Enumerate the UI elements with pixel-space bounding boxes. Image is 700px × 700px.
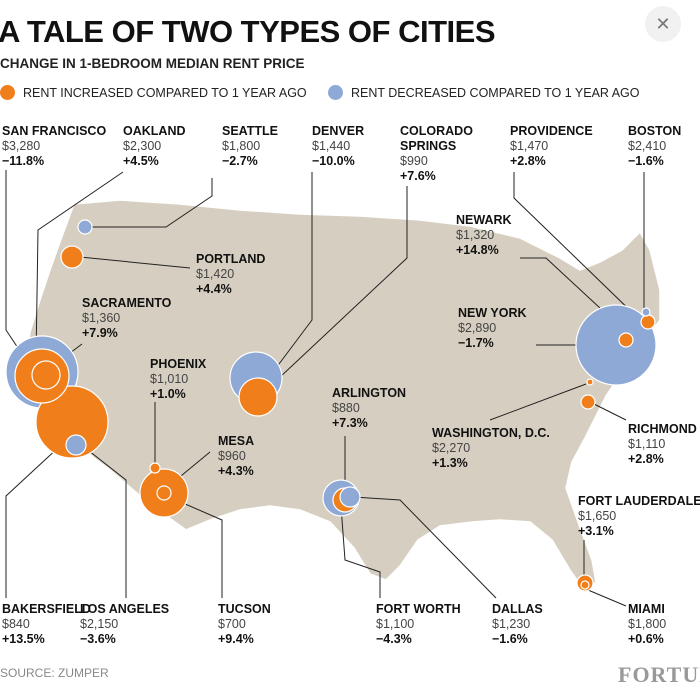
bubble-washington-d-c[interactable] <box>586 378 594 386</box>
leader-portland <box>79 256 191 269</box>
city-labels: SAN FRANCISCO $3,280 −11.8% OAKLAND $2,300 +4… <box>2 124 700 646</box>
bubble-newark[interactable] <box>618 332 634 348</box>
bubble-boston[interactable] <box>641 307 651 317</box>
label-portland: PORTLAND $1,420 +4.4% <box>196 252 265 296</box>
bubble-colorado-springs[interactable] <box>238 377 278 417</box>
brand-logo: FORTUNE <box>618 662 700 687</box>
label-newark: NEWARK $1,320 +14.8% <box>456 213 512 257</box>
label-los-angeles: LOS ANGELES $2,150 −3.6% <box>80 602 169 646</box>
leader-seattle <box>92 178 213 228</box>
leader-dallas <box>353 496 497 599</box>
bubble-miami[interactable] <box>580 580 590 590</box>
close-button[interactable]: ✕ <box>645 6 681 42</box>
label-phoenix: PHOENIX $1,010 +1.0% <box>150 357 207 401</box>
label-san-francisco: SAN FRANCISCO $3,280 −11.8% <box>2 124 106 168</box>
legend-swatch-decrease <box>328 85 343 100</box>
leader-oakland <box>35 171 124 361</box>
label-oakland: OAKLAND $2,300 +4.5% <box>123 124 186 168</box>
label-mesa: MESA $960 +4.3% <box>218 434 254 478</box>
leader-los-angeles <box>83 446 127 598</box>
source-note: SOURCE: ZUMPER <box>0 666 109 680</box>
label-fort-lauderdale: FORT LAUDERDALE $1,650 +3.1% <box>578 494 700 538</box>
label-dallas: DALLAS $1,230 −1.6% <box>492 602 543 646</box>
label-washington-d-c: WASHINGTON, D.C. $2,270 +1.3% <box>432 426 550 470</box>
leader-lines <box>5 170 645 607</box>
chart-title: A TALE OF TWO TYPES OF CITIES <box>0 14 496 49</box>
leader-providence <box>513 172 641 321</box>
label-miami: MIAMI $1,800 +0.6% <box>628 602 666 646</box>
bubbles <box>5 219 657 592</box>
bubble-los-angeles[interactable] <box>65 434 87 456</box>
label-seattle: SEATTLE $1,800 −2.7% <box>222 124 278 168</box>
label-tucson: TUCSON $700 +9.4% <box>218 602 271 646</box>
leader-denver <box>269 172 313 377</box>
label-colorado-springs: COLORADO SPRINGS $990 +7.6% <box>400 124 473 183</box>
leader-bakersfield <box>5 445 61 598</box>
bubble-seattle[interactable] <box>77 219 93 235</box>
chart-subtitle: CHANGE IN 1-BEDROOM MEDIAN RENT PRICE <box>0 56 305 71</box>
legend-item-increase: RENT INCREASED COMPARED TO 1 YEAR AGO <box>0 85 307 100</box>
bubble-phoenix[interactable] <box>149 462 161 474</box>
legend-label-decrease: RENT DECREASED COMPARED TO 1 YEAR AGO <box>351 85 640 100</box>
bubble-sacramento[interactable] <box>31 360 61 390</box>
bubble-bakersfield[interactable] <box>35 385 109 459</box>
bubble-richmond[interactable] <box>580 394 596 410</box>
bubble-providence[interactable] <box>640 314 656 330</box>
label-new-york: NEW YORK $2,890 −1.7% <box>458 306 527 350</box>
label-arlington: ARLINGTON $880 +7.3% <box>332 386 406 430</box>
label-bakersfield: BAKERSFIELD $840 +13.5% <box>2 602 91 646</box>
leader-richmond <box>593 403 627 421</box>
label-sacramento: SACRAMENTO $1,360 +7.9% <box>82 296 172 340</box>
bubble-dallas[interactable] <box>339 486 361 508</box>
label-providence: PROVIDENCE $1,470 +2.8% <box>510 124 593 168</box>
leader-washington-d-c <box>489 383 587 421</box>
close-icon: ✕ <box>655 14 671 34</box>
leader-fort-worth <box>340 505 381 598</box>
bubble-portland[interactable] <box>60 245 84 269</box>
leader-san-francisco <box>5 170 31 367</box>
bubble-new-york[interactable] <box>575 304 657 386</box>
bubble-mesa[interactable] <box>156 485 172 501</box>
label-richmond: RICHMOND $1,110 +2.8% <box>628 422 697 466</box>
legend-swatch-increase <box>0 85 15 100</box>
legend-label-increase: RENT INCREASED COMPARED TO 1 YEAR AGO <box>23 85 307 100</box>
label-boston: BOSTON $2,410 −1.6% <box>628 124 681 168</box>
label-denver: DENVER $1,440 −10.0% <box>312 124 364 168</box>
legend-item-decrease: RENT DECREASED COMPARED TO 1 YEAR AGO <box>328 85 640 100</box>
leader-colorado-springs <box>261 186 408 395</box>
label-fort-worth: FORT WORTH $1,100 −4.3% <box>376 602 461 646</box>
leader-miami <box>587 589 627 607</box>
leader-tucson <box>175 499 223 598</box>
